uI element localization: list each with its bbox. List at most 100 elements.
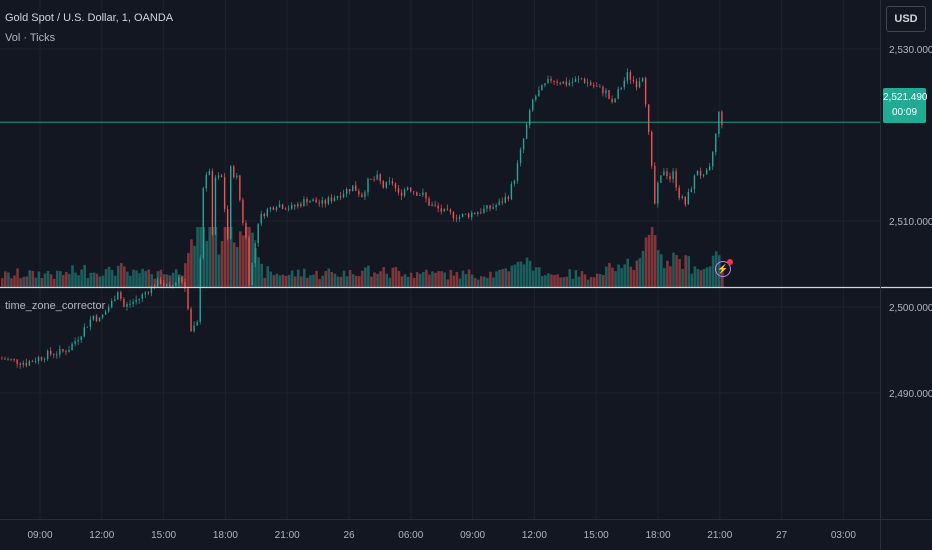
volume-bar	[339, 276, 343, 287]
candle-body	[605, 90, 607, 94]
volume-bar	[223, 227, 227, 287]
candle-body	[178, 277, 180, 283]
volume-bar	[205, 241, 209, 287]
candle-body	[266, 209, 269, 217]
last-price-badge: 2,521.490 00:09	[883, 88, 928, 123]
volume-bar	[452, 275, 456, 287]
volume-bar	[437, 271, 440, 287]
volume-bar	[379, 271, 382, 287]
candle-body	[388, 181, 391, 182]
candle-body	[550, 78, 552, 81]
candle-body	[541, 85, 543, 91]
volume-bar	[699, 270, 703, 287]
volume-bar	[293, 276, 297, 287]
symbol-title[interactable]: Gold Spot / U.S. Dollar, 1, OANDA	[5, 12, 174, 24]
volume-bar	[483, 276, 486, 287]
volume-bar	[443, 272, 446, 287]
candle-body	[327, 197, 330, 204]
volume-bar	[22, 276, 25, 287]
volume-bar	[357, 276, 361, 287]
volume-bar	[617, 264, 620, 287]
lightning-icon[interactable]: ⚡	[715, 259, 733, 277]
candle-body	[666, 171, 668, 177]
volume-bar	[434, 272, 437, 287]
candle-body	[7, 358, 9, 360]
currency-button[interactable]: USD	[886, 6, 926, 32]
candle-body	[425, 192, 427, 199]
candle-body	[544, 83, 546, 86]
volume-bar	[495, 271, 498, 287]
volume-bar	[89, 272, 93, 287]
volume-bar	[702, 268, 706, 287]
volume-bar	[440, 271, 443, 287]
candle-body	[672, 171, 674, 180]
volume-bar	[7, 272, 10, 287]
volume-bar	[278, 275, 282, 287]
volume-bar	[263, 277, 266, 287]
candle-body	[715, 133, 717, 153]
candle-body	[538, 90, 540, 97]
candle-body	[68, 350, 70, 353]
candle-body	[654, 165, 656, 204]
candle-body	[233, 166, 235, 178]
candle-body	[53, 354, 55, 356]
volume-bar	[696, 269, 700, 287]
volume-bar	[675, 255, 678, 287]
candle-body	[440, 208, 442, 212]
volume-bar	[123, 266, 126, 287]
candle-body	[507, 196, 510, 199]
volume-bar	[251, 232, 254, 287]
candle-body	[699, 170, 702, 176]
candle-body	[248, 237, 250, 286]
volume-bar	[513, 264, 517, 287]
candle-body	[413, 191, 415, 193]
volume-bar	[370, 276, 373, 287]
volume-bar	[235, 247, 239, 287]
volume-bar	[141, 268, 144, 287]
candle-body	[635, 80, 638, 88]
volume-bar	[659, 254, 663, 287]
volume-bar	[318, 279, 321, 287]
candle-body	[428, 198, 430, 206]
candle-body	[126, 304, 128, 307]
candle-body	[324, 200, 326, 204]
candle-body	[22, 362, 24, 365]
candle-body	[260, 214, 262, 224]
candle-body	[358, 191, 360, 195]
last-price-value: 2,521.490	[883, 92, 928, 103]
candle-body	[513, 180, 516, 184]
volume-bar	[525, 257, 529, 287]
volume-indicator-label[interactable]: Vol · Ticks	[5, 32, 56, 44]
volume-bar	[684, 255, 687, 287]
candle-body	[525, 124, 528, 139]
volume-bar	[58, 271, 62, 287]
volume-bars	[1, 227, 724, 287]
indicator-pane-title[interactable]: time_zone_corrector	[5, 300, 106, 312]
candle-body	[678, 187, 680, 198]
candle-body	[562, 81, 564, 84]
volume-bar	[431, 271, 434, 287]
candle-body	[629, 72, 632, 80]
candle-body	[162, 283, 165, 286]
candle-body	[590, 82, 592, 85]
candle-body	[95, 315, 98, 322]
candle-body	[681, 196, 683, 198]
volume-bar	[422, 272, 425, 287]
candle-body	[406, 187, 409, 190]
candle-body	[617, 89, 619, 99]
candle-body	[379, 174, 381, 181]
volume-bar	[446, 279, 450, 287]
candle-body	[37, 357, 40, 362]
candle-body	[708, 166, 711, 170]
volume-bar	[592, 277, 596, 287]
volume-bar	[174, 269, 178, 287]
candle-body	[574, 79, 577, 82]
candle-body	[348, 189, 351, 192]
candle-body	[16, 359, 18, 364]
volume-bar	[504, 268, 507, 287]
candle-body	[522, 138, 525, 150]
candle-body	[638, 81, 641, 88]
candle-body	[226, 209, 229, 239]
volume-bar	[623, 264, 626, 287]
